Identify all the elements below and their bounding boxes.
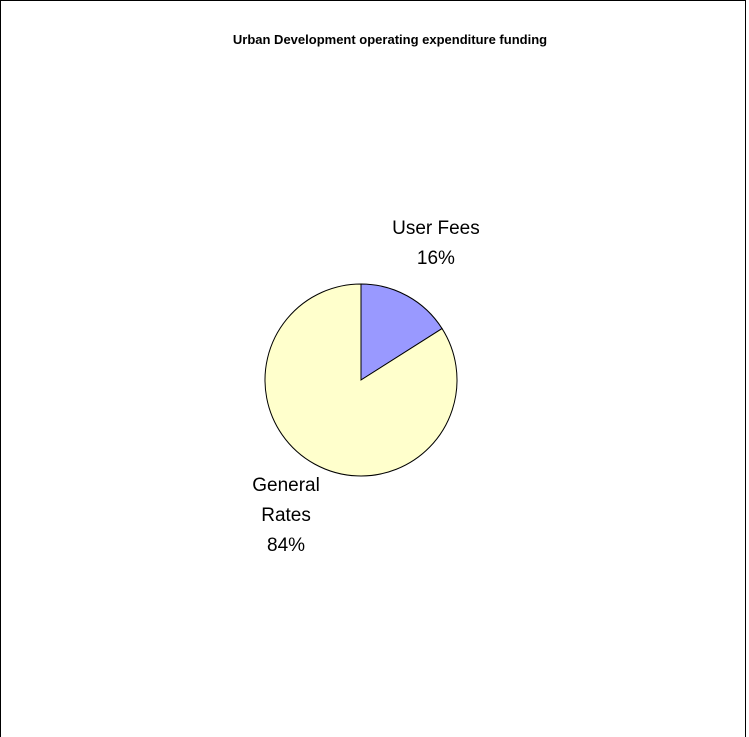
category-label: User Fees	[392, 217, 480, 239]
slice-label: User Fees 16%	[381, 214, 491, 274]
slice-label: General Rates 84%	[231, 471, 341, 561]
chart-title: Urban Development operating expenditure …	[233, 32, 547, 47]
value-label: 84%	[267, 535, 306, 557]
value-label: 16%	[416, 247, 455, 269]
pie-slice	[360, 283, 443, 381]
pie-slice	[264, 283, 458, 477]
category-label: General Rates	[252, 475, 320, 527]
